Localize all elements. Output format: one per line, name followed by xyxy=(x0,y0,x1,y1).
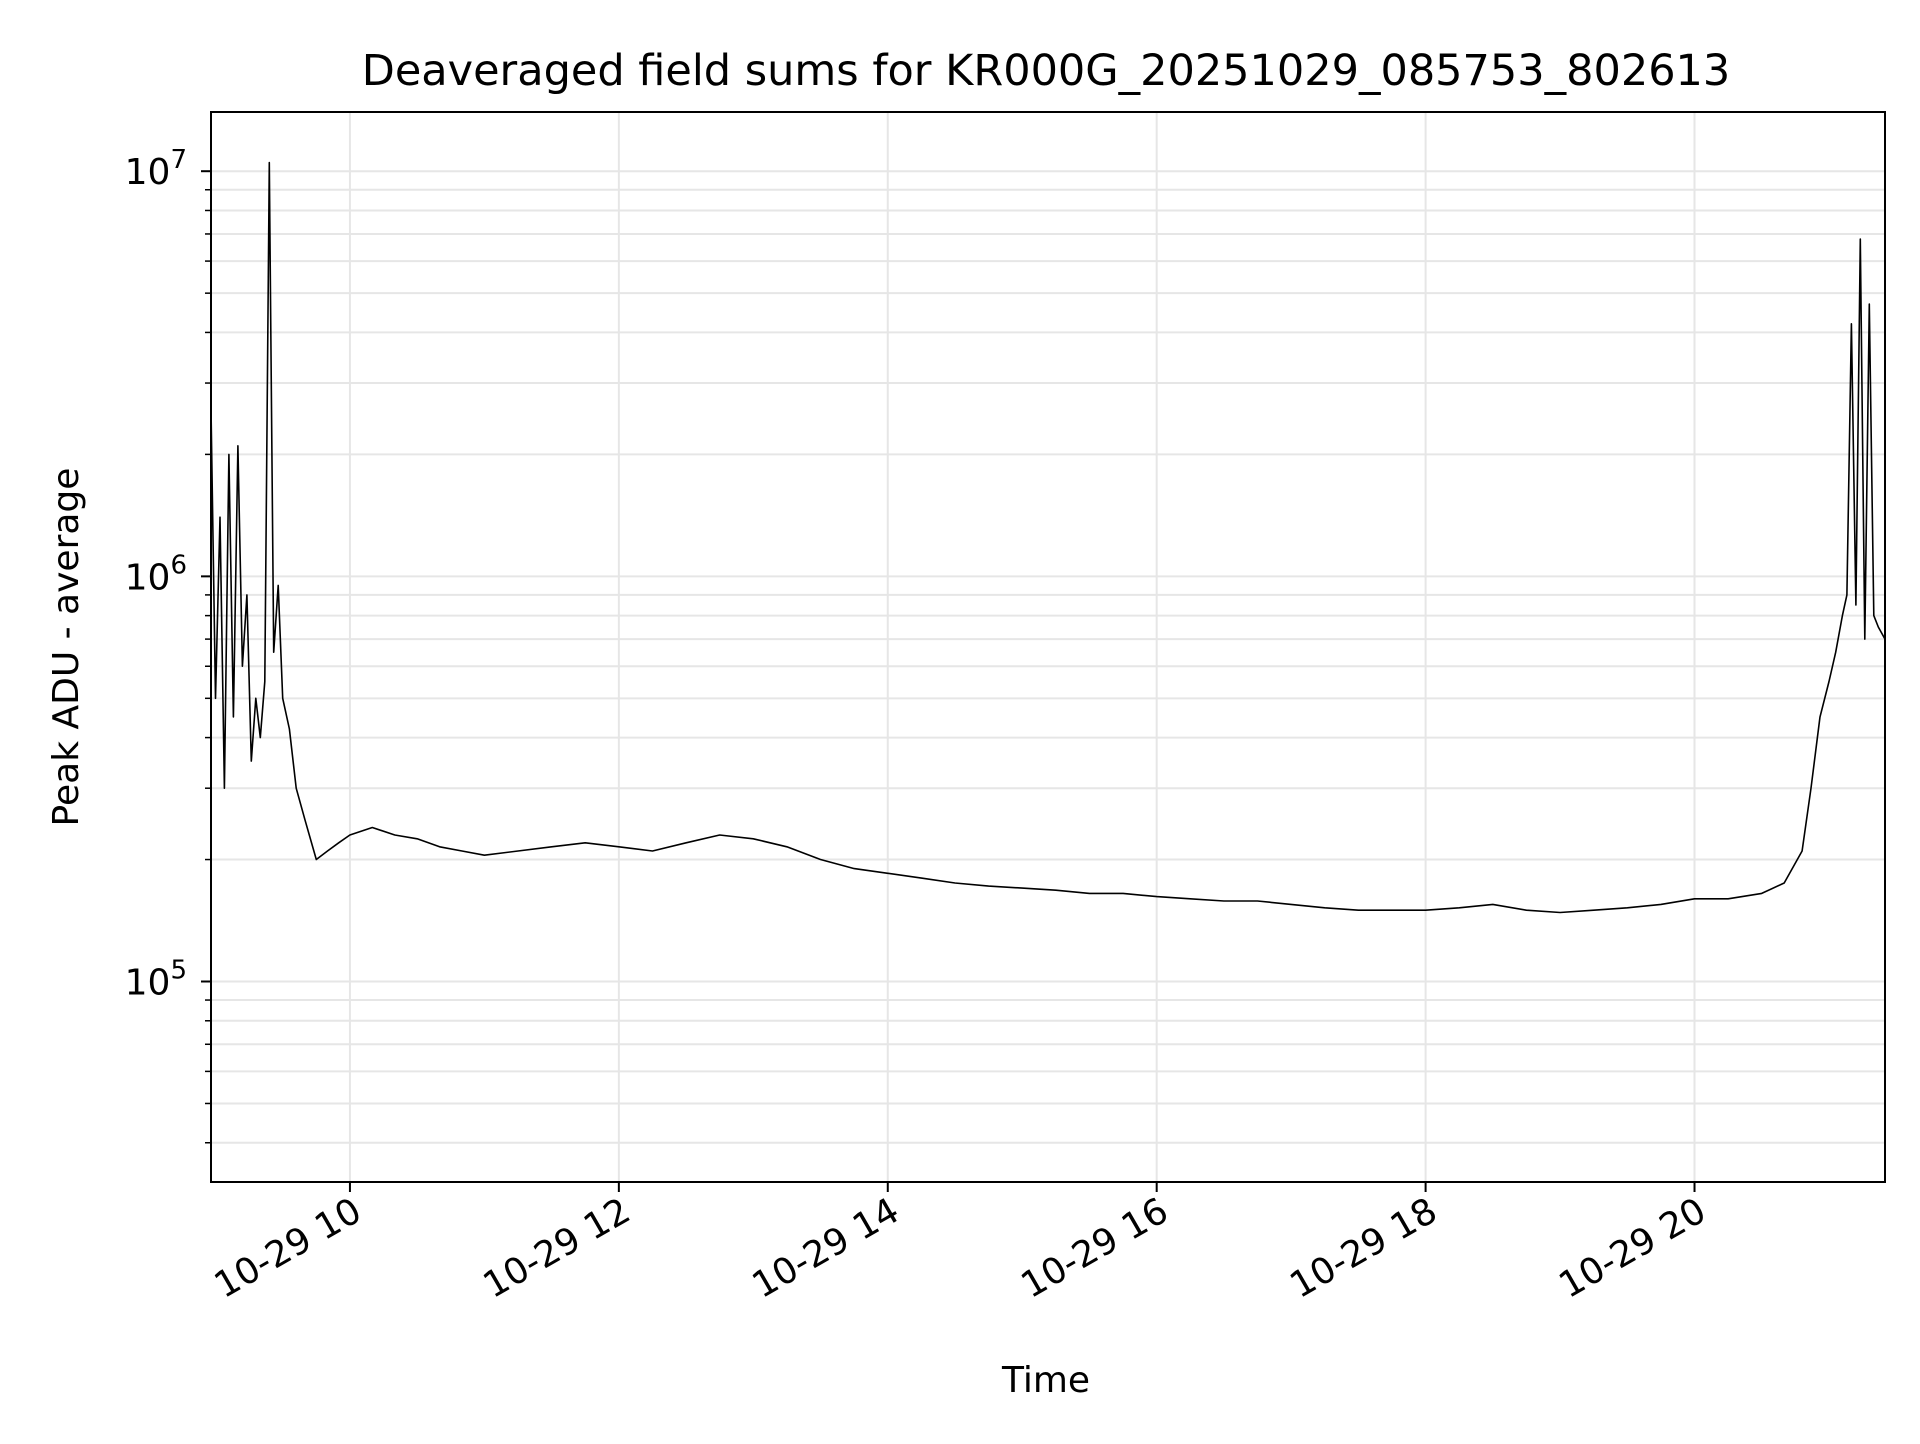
y-tick-exponent: 6 xyxy=(170,550,187,580)
grid-lines xyxy=(211,112,1885,1182)
y-tick-exponent: 5 xyxy=(170,956,187,986)
plot-frame xyxy=(210,111,1886,1183)
tick-marks xyxy=(201,170,1696,1192)
y-tick-base: 10 xyxy=(125,963,171,1004)
y-tick-label: 105 xyxy=(125,956,187,1004)
y-tick-base: 10 xyxy=(125,152,171,193)
y-tick-exponent: 7 xyxy=(170,145,187,175)
y-axis-label: Peak ADU - average xyxy=(46,468,87,827)
y-tick-label: 106 xyxy=(125,550,187,598)
chart-title: Deaveraged field sums for KR000G_2025102… xyxy=(362,46,1731,96)
series-line xyxy=(210,161,1886,914)
series-layer xyxy=(210,161,1886,914)
y-tick-base: 10 xyxy=(125,557,171,598)
x-axis-label: Time xyxy=(1001,1360,1090,1401)
y-tick-label: 107 xyxy=(125,145,187,193)
